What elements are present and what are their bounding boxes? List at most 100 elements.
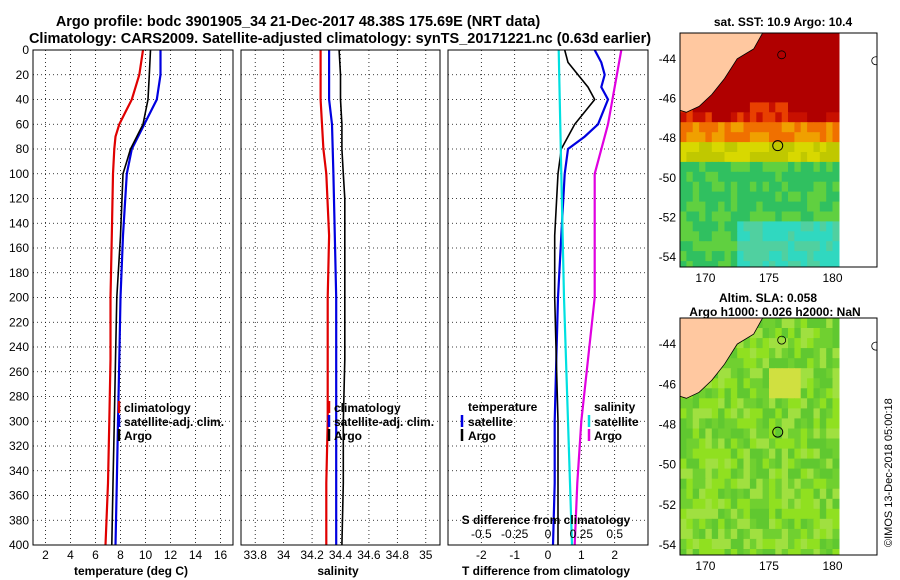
heat-cell: [762, 62, 770, 74]
heat-cell: [819, 42, 827, 54]
heat-cell: [743, 52, 751, 64]
heat-cell: [749, 62, 757, 74]
heat-cell: [756, 251, 764, 262]
heat-cell: [699, 438, 707, 450]
heat-cell: [769, 478, 776, 490]
difference-axes-frame: [447, 49, 649, 546]
heat-cell: [699, 468, 707, 480]
heat-cell: [788, 261, 795, 267]
heat-cell: [826, 318, 834, 329]
heat-cell: [756, 191, 764, 203]
heat-cell: [743, 152, 751, 163]
heat-cell: [769, 221, 776, 232]
heat-cell: [826, 152, 834, 163]
heat-cell: [819, 152, 827, 163]
heat-cell: [781, 72, 789, 84]
heat-cell: [819, 398, 827, 409]
heat-cell: [788, 191, 795, 203]
heat-cell: [730, 478, 738, 490]
heat-cell: [699, 132, 707, 143]
heat-cell: [813, 261, 821, 267]
heat-cell: [724, 478, 732, 490]
heat-cell: [794, 92, 802, 103]
heat-cell: [800, 221, 808, 232]
heat-cell: [699, 102, 707, 113]
heat-cell: [826, 201, 834, 213]
series-line-s-argo: [573, 50, 623, 545]
heat-cell: [781, 231, 789, 242]
heat-cell: [813, 549, 821, 555]
heat-cell: [730, 112, 738, 123]
x-tick-label: 16: [214, 548, 228, 562]
heat-cell: [743, 398, 751, 409]
chatham-outline: [871, 341, 877, 351]
heat-cell: [762, 508, 770, 520]
heat-cell: [749, 102, 757, 113]
heat-cell: [737, 52, 745, 64]
heat-cell: [724, 508, 732, 520]
heat-cell: [781, 33, 789, 44]
heat-cell: [788, 368, 795, 379]
heat-cell: [705, 418, 713, 429]
heat-cell: [711, 549, 719, 555]
sst-lon-ticks: 170 175 180: [695, 271, 842, 285]
heat-cell: [762, 538, 770, 550]
heat-cell: [826, 408, 834, 419]
difference-grid: [448, 49, 648, 546]
heat-cell: [775, 408, 783, 419]
heat-cell: [788, 448, 795, 460]
heat-cell: [781, 132, 789, 143]
heat-cell: [686, 132, 694, 143]
heat-cell: [794, 231, 802, 242]
heat-cell: [788, 318, 795, 329]
heat-cell: [788, 398, 795, 409]
heat-cell: [769, 549, 776, 555]
x-tick-label: 1: [578, 548, 585, 562]
heat-cell: [794, 368, 802, 379]
heat-cell: [718, 418, 726, 429]
heat-cell: [807, 518, 815, 530]
heat-cell: [800, 398, 808, 409]
heat-cell: [724, 191, 732, 203]
heat-cell: [826, 142, 834, 153]
heat-cell: [832, 72, 840, 84]
heat-cell: [692, 221, 700, 232]
heat-cell: [756, 122, 764, 133]
heat-cell: [794, 348, 802, 359]
heat-cell: [775, 62, 783, 74]
heat-cell: [775, 388, 783, 399]
heat-cell: [813, 498, 821, 510]
heat-cell: [794, 488, 802, 500]
heat-cell: [826, 438, 834, 450]
sst-map-frame: [679, 32, 878, 268]
heat-cell: [692, 408, 700, 419]
heat-cell: [749, 388, 757, 399]
heat-cell: [711, 132, 719, 143]
heat-cell: [692, 201, 700, 213]
heat-cell: [730, 231, 738, 242]
heat-cell: [705, 549, 713, 555]
heat-cell: [762, 549, 770, 555]
heat-cell: [692, 261, 700, 267]
heat-cell: [749, 261, 757, 267]
heat-cell: [800, 498, 808, 510]
heat-cell: [775, 221, 783, 232]
heat-cell: [807, 102, 815, 113]
heat-cell: [800, 261, 808, 267]
heat-cell: [756, 201, 764, 213]
heat-cell: [737, 348, 745, 359]
heat-cell: [692, 468, 700, 480]
heat-cell: [788, 388, 795, 399]
lon-tick-label: 175: [759, 559, 779, 573]
heat-cell: [813, 448, 821, 460]
heat-cell: [826, 528, 834, 540]
heat-cell: [699, 549, 707, 555]
heat-cell: [749, 408, 757, 419]
heat-cell: [781, 518, 789, 530]
heat-cell: [832, 508, 840, 520]
heat-cell: [807, 378, 815, 389]
heat-cell: [813, 488, 821, 500]
heat-cell: [711, 378, 719, 389]
salinity-tick-labels: 33.8 34 34.2 34.4 34.6 34.8 35: [244, 548, 433, 562]
heat-cell: [775, 152, 783, 163]
